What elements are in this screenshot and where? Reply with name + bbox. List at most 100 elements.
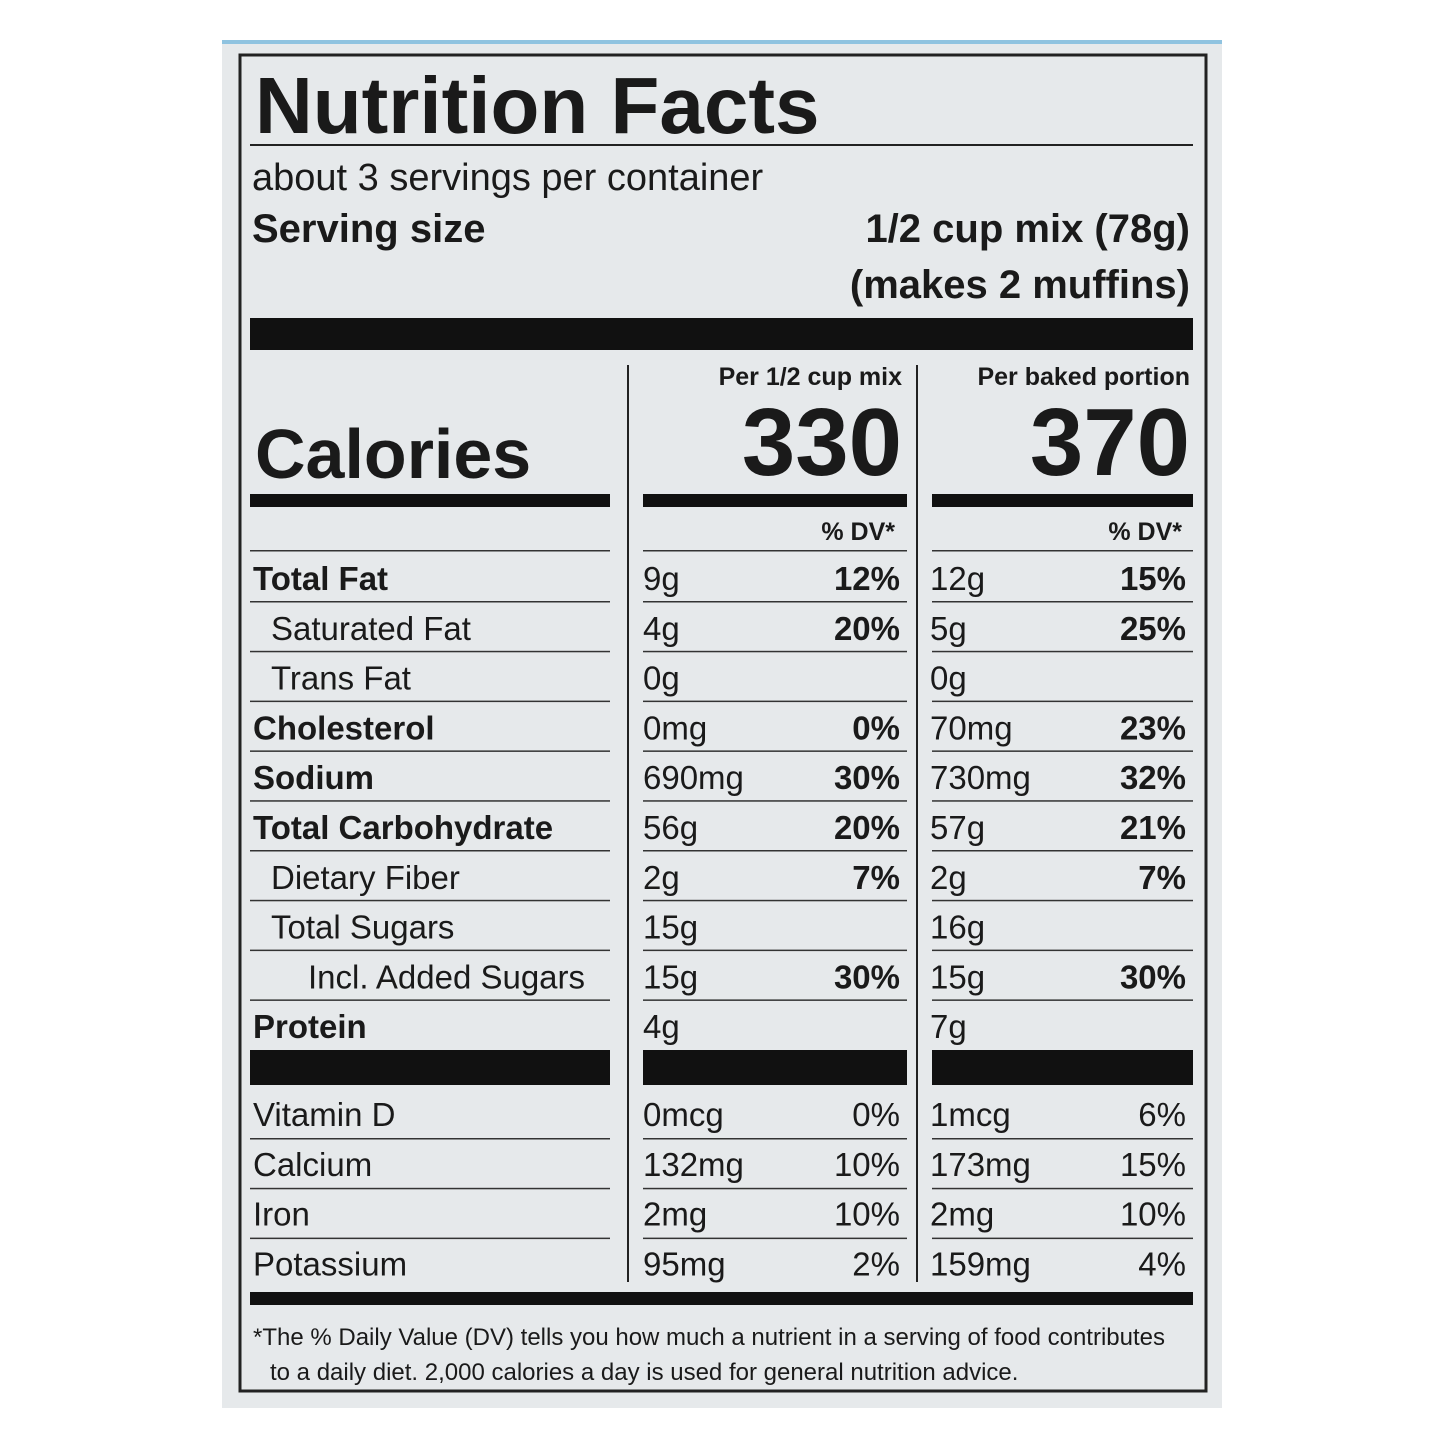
medium-bar — [932, 494, 1193, 507]
row-rule — [932, 949, 1193, 952]
daily-value: 30% — [834, 759, 900, 796]
row-rule — [932, 750, 1193, 752]
row-rule — [932, 700, 1193, 703]
row-rule — [250, 899, 610, 902]
row-rule — [932, 1187, 1193, 1190]
amount: 15g — [643, 909, 698, 946]
dv-header: % DV* — [1108, 518, 1182, 546]
amount: 56g — [643, 809, 698, 846]
row-rule — [643, 899, 907, 902]
row-rule — [250, 850, 610, 852]
amount: 4g — [643, 610, 680, 647]
daily-value: 12% — [834, 560, 900, 597]
row-rule — [250, 601, 610, 603]
nutrient-name: Incl. Added Sugars — [308, 958, 585, 995]
row-rule — [250, 949, 610, 952]
amount: 0g — [930, 660, 967, 697]
amount: 0mg — [643, 709, 707, 746]
amount: 7g — [930, 1008, 967, 1045]
daily-value: 23% — [1120, 709, 1186, 746]
row-rule — [643, 1187, 907, 1190]
thick-bar — [643, 1050, 907, 1085]
row-rule — [643, 800, 907, 802]
nutrient-name: Cholesterol — [253, 709, 435, 746]
row-rule — [643, 550, 907, 552]
daily-value: 30% — [834, 958, 900, 995]
amount: 132mg — [643, 1146, 744, 1183]
amount: 9g — [643, 560, 680, 597]
serving-size-value: (makes 2 muffins) — [850, 263, 1190, 307]
amount: 15g — [643, 958, 698, 995]
amount: 1mcg — [930, 1096, 1011, 1133]
amount: 4g — [643, 1008, 680, 1045]
row-rule — [250, 800, 610, 802]
daily-value: 7% — [1138, 859, 1186, 896]
column-header: Per baked portion — [977, 363, 1190, 391]
daily-value: 10% — [834, 1196, 900, 1233]
medium-bar — [250, 1292, 1193, 1305]
row-rule — [250, 1187, 610, 1190]
label-panel — [222, 40, 1222, 1408]
column-header: Per 1/2 cup mix — [719, 363, 903, 391]
daily-value: 20% — [834, 610, 900, 647]
row-rule — [932, 550, 1193, 552]
amount: 2mg — [930, 1196, 994, 1233]
serving-size-value: 1/2 cup mix (78g) — [865, 207, 1190, 251]
row-rule — [932, 999, 1193, 1001]
amount: 16g — [930, 909, 985, 946]
amount: 730mg — [930, 759, 1031, 796]
nutrient-name: Dietary Fiber — [271, 859, 460, 896]
daily-value: 2% — [852, 1245, 900, 1282]
amount: 2g — [643, 859, 680, 896]
daily-value: 10% — [834, 1146, 900, 1183]
row-rule — [932, 1138, 1193, 1140]
row-rule — [250, 750, 610, 752]
row-rule — [643, 700, 907, 703]
amount: 2mg — [643, 1196, 707, 1233]
daily-value: 15% — [1120, 560, 1186, 597]
daily-value: 7% — [852, 859, 900, 896]
medium-bar — [643, 494, 907, 507]
amount: 70mg — [930, 709, 1013, 746]
serving-size-label: Serving size — [252, 207, 485, 251]
nutrient-name: Total Fat — [253, 560, 388, 597]
row-rule — [643, 949, 907, 952]
title: Nutrition Facts — [255, 61, 819, 150]
panel-edge — [222, 40, 1222, 44]
nutrient-name: Protein — [253, 1008, 367, 1045]
servings: about 3 servings per container — [252, 157, 764, 199]
thick-bar — [932, 1050, 1193, 1085]
rule — [250, 144, 1193, 146]
row-rule — [932, 800, 1193, 802]
daily-value: 0% — [852, 709, 900, 746]
daily-value: 21% — [1120, 809, 1186, 846]
amount: 173mg — [930, 1146, 1031, 1183]
daily-value: 4% — [1138, 1245, 1186, 1282]
dv-header: % DV* — [821, 518, 895, 546]
row-rule — [643, 1237, 907, 1240]
nutrient-name: Potassium — [253, 1245, 407, 1282]
row-rule — [643, 650, 907, 653]
row-rule — [643, 750, 907, 752]
daily-value: 0% — [852, 1096, 900, 1133]
label-border — [238, 53, 1208, 1393]
amount: 95mg — [643, 1245, 726, 1282]
row-rule — [250, 550, 610, 552]
daily-value: 10% — [1120, 1196, 1186, 1233]
amount: 5g — [930, 610, 967, 647]
row-rule — [932, 601, 1193, 603]
amount: 690mg — [643, 759, 744, 796]
row-rule — [643, 601, 907, 603]
amount: 12g — [930, 560, 985, 597]
amount: 57g — [930, 809, 985, 846]
daily-value: 15% — [1120, 1146, 1186, 1183]
daily-value: 30% — [1120, 958, 1186, 995]
row-rule — [932, 1237, 1193, 1240]
nutrient-name: Total Sugars — [271, 909, 454, 946]
nutrient-name: Saturated Fat — [271, 610, 471, 647]
daily-value: 20% — [834, 809, 900, 846]
thick-bar — [250, 1050, 610, 1085]
daily-value: 6% — [1138, 1096, 1186, 1133]
row-rule — [932, 899, 1193, 902]
